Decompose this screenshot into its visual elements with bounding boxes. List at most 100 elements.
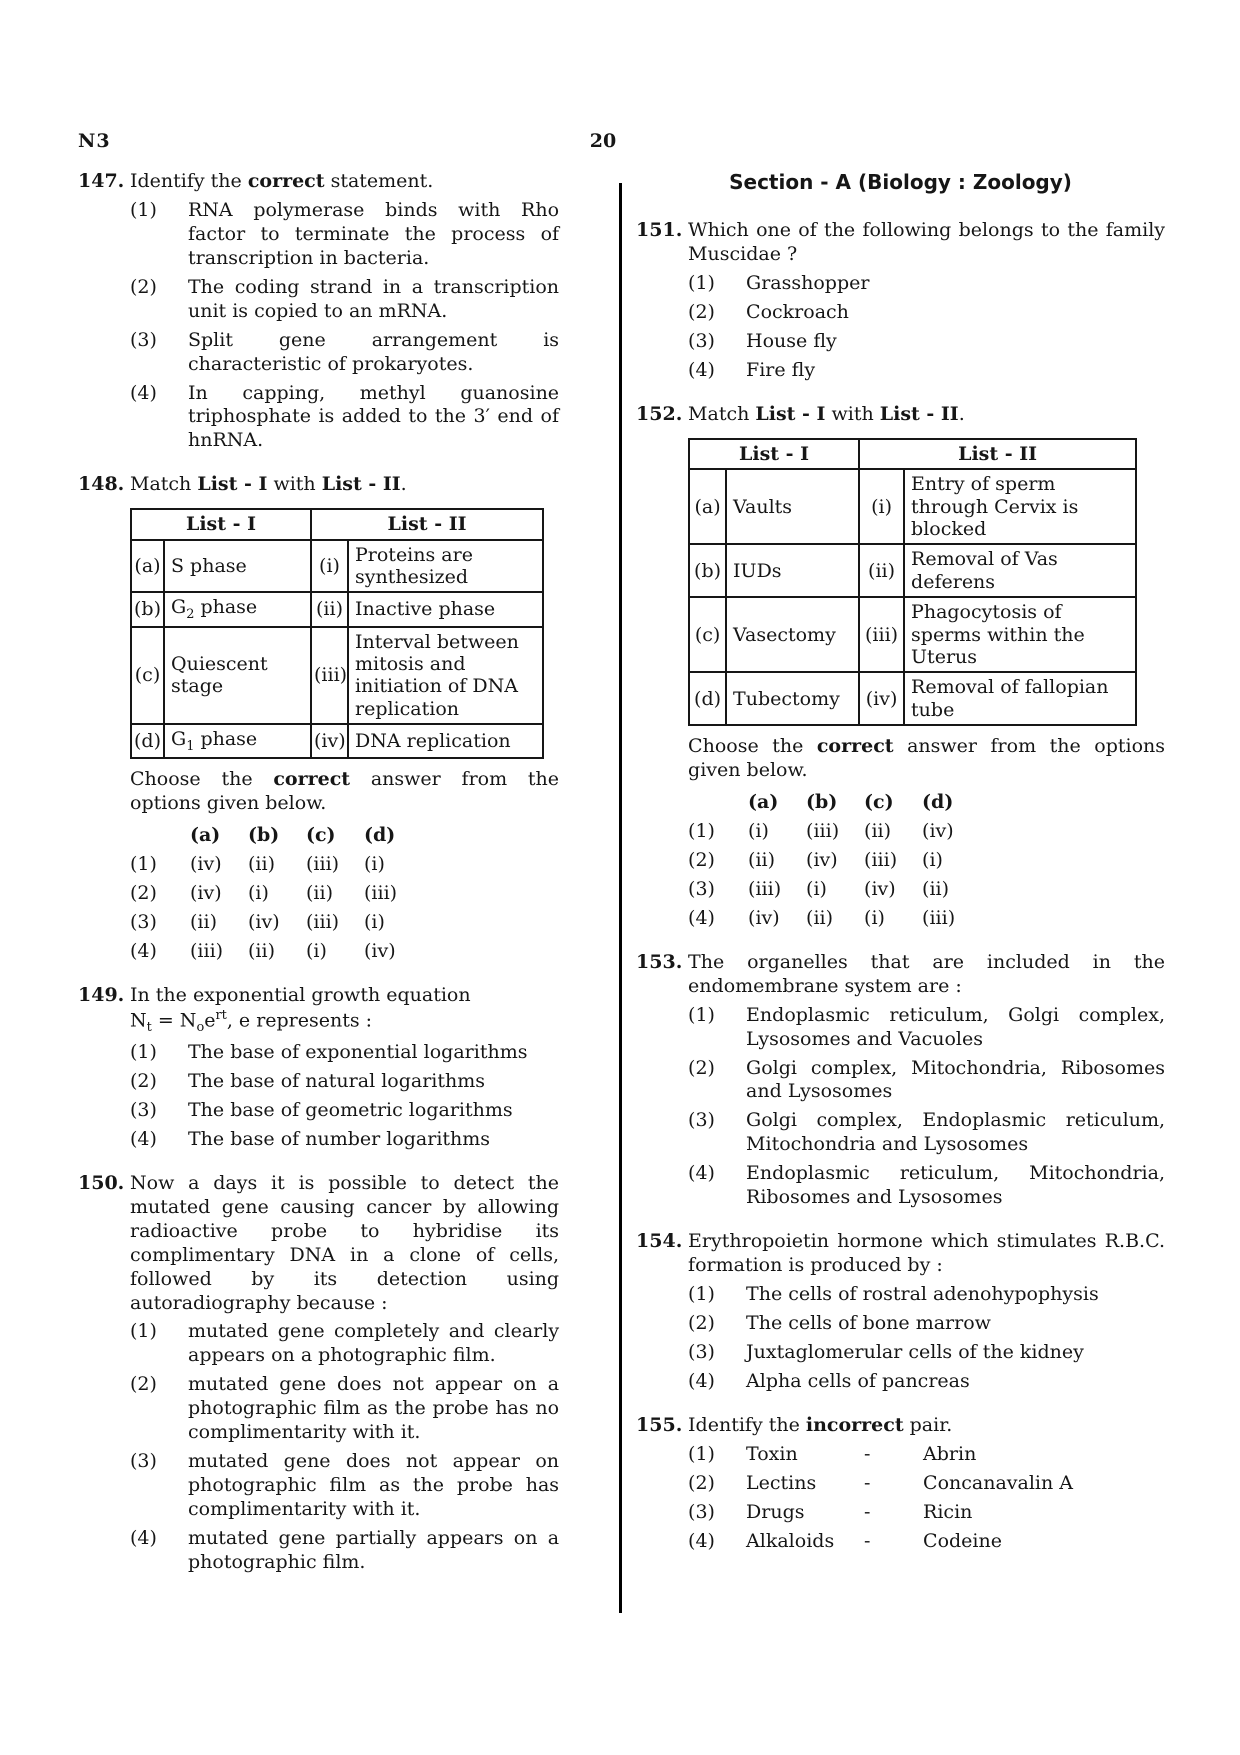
option-text: Grasshopper xyxy=(746,272,1165,296)
matrix-col-header: (d) xyxy=(364,824,396,847)
matrix-cell: (ii) xyxy=(748,848,776,871)
matrix-cell: (ii) xyxy=(190,910,217,933)
option-text: Juxtaglomerular cells of the kidney xyxy=(746,1341,1165,1365)
question-body: Identify the incorrect pair. (1) Toxin - Abr… xyxy=(688,1414,1165,1554)
question-151: 151. Which one of the following belongs t… xyxy=(636,219,1165,383)
option-text: Alkaloids - Codeine xyxy=(746,1530,1165,1554)
list-i-cell: Tubectomy xyxy=(725,671,861,727)
option-label: (4) xyxy=(688,1369,715,1392)
option-153-4: (4) Endoplasmic reticulum, Mitochondria, … xyxy=(688,1162,1165,1210)
matrix-cell: (ii) xyxy=(922,877,950,900)
text: phase xyxy=(194,596,258,619)
option-text: The base of exponential logarithms xyxy=(188,1041,559,1065)
pair-right: Codeine xyxy=(923,1529,1002,1552)
matrix-cell: (iii) xyxy=(806,820,840,843)
text: Which one of the following belongs to th… xyxy=(688,219,1165,266)
text: Vaults xyxy=(733,495,793,518)
bold-text: List - II xyxy=(879,402,959,425)
text: Inactive phase xyxy=(355,598,496,621)
text: Split gene arrangement is characteristic… xyxy=(188,328,560,375)
text: List - II xyxy=(387,513,467,536)
list-ii-cell: Proteins are synthesized xyxy=(346,538,545,594)
matrix-corner xyxy=(130,824,190,848)
option-text: Cockroach xyxy=(746,301,1165,325)
row-label-left: (d) xyxy=(688,671,728,727)
question-body: Identify the correct statement. (1) RNA po… xyxy=(130,170,559,453)
question-stem: The organelles that are included in the … xyxy=(688,951,1165,999)
text: G xyxy=(171,728,187,751)
page-code: N3 xyxy=(78,130,111,152)
section-title: Section - A (Biology : Zoology) xyxy=(729,170,1072,194)
option-label: (4) xyxy=(688,358,715,381)
text: Quiescent stage xyxy=(171,652,268,698)
text: Proteins are synthesized xyxy=(355,543,473,589)
option-155-1: (1) Toxin - Abrin xyxy=(688,1443,1165,1467)
option-151-3: (3) House fly xyxy=(688,330,1165,354)
text: 1 xyxy=(186,738,195,754)
text: Choose the xyxy=(688,735,817,758)
matrix-cell: (iii) xyxy=(306,910,340,933)
text: The base of natural logarithms xyxy=(188,1070,485,1092)
list-ii-cell: Phagocytosis of sperms within the Uterus xyxy=(903,596,1138,674)
matrix-row-label: (1) xyxy=(130,852,157,875)
matrix-cell: (ii) xyxy=(248,939,275,962)
text: Vasectomy xyxy=(733,623,836,646)
text: G xyxy=(171,596,187,619)
row-label-left: (a) xyxy=(130,538,165,594)
row-label-left: (a) xyxy=(688,468,728,546)
matrix-col-header: (a) xyxy=(190,824,221,847)
question-body: Which one of the following belongs to th… xyxy=(688,219,1165,383)
pair-right: Ricin xyxy=(923,1500,973,1523)
list-ii-cell: Inactive phase xyxy=(346,591,545,628)
bold-text: incorrect xyxy=(805,1413,904,1436)
question-147: 147. Identify the correct statement. (1) RN… xyxy=(78,170,559,453)
matrix-cell: (iii) xyxy=(922,906,956,929)
text: e xyxy=(204,1008,216,1031)
table-row: (c) Vasectomy (iii) Phagocytosis of sperms … xyxy=(688,596,1138,674)
option-text: The cells of bone marrow xyxy=(746,1312,1165,1336)
list-ii-header: List - II xyxy=(858,437,1138,471)
option-151-1: (1) Grasshopper xyxy=(688,272,1165,296)
text: The coding strand in a transcription uni… xyxy=(188,275,560,322)
text: The base of number logarithms xyxy=(188,1127,491,1150)
text: answer from the options given below. xyxy=(688,735,1165,782)
list-i-cell: Quiescent stage xyxy=(163,625,312,726)
option-text: The base of number logarithms xyxy=(188,1128,559,1152)
matrix-row-label: (3) xyxy=(688,877,715,900)
option-text: Drugs - Ricin xyxy=(746,1501,1165,1525)
question-number: 150. xyxy=(78,1171,125,1194)
row-label-left: (d) xyxy=(130,723,165,760)
text: In capping, methyl guanosine triphosphat… xyxy=(188,381,560,452)
question-number: 152. xyxy=(636,402,683,425)
question-body: Match List - I with List - II. List - I Li… xyxy=(688,403,1165,931)
matrix-row-label: (3) xyxy=(130,910,157,933)
option-155-2: (2) Lectins - Concanavalin A xyxy=(688,1472,1165,1496)
text: , e represents : xyxy=(226,1008,373,1031)
option-151-4: (4) Fire fly xyxy=(688,359,1165,383)
pair-dash: - xyxy=(864,1442,871,1465)
bold-text: correct xyxy=(247,170,325,192)
option-149-2: (2) The base of natural logarithms xyxy=(130,1070,559,1094)
question-stem: Nt = Noert, e represents : xyxy=(130,1008,559,1036)
text: with xyxy=(267,473,322,496)
column-divider xyxy=(619,183,622,1613)
right-column: Section - A (Biology : Zoology) 151. Whic… xyxy=(636,170,1165,1553)
matrix-cell: (i) xyxy=(864,906,885,929)
question-150: 150. Now a days it is possible to detect … xyxy=(78,1172,559,1575)
table-row: (b) G2 phase (ii) Inactive phase xyxy=(130,591,545,628)
option-label: (4) xyxy=(130,1127,157,1150)
matrix-cell: (iii) xyxy=(748,877,782,900)
option-150-4: (4) mutated gene partially appears on a p… xyxy=(130,1527,559,1575)
list-i-cell: Vaults xyxy=(725,468,861,546)
option-label: (4) xyxy=(130,381,157,404)
option-text: mutated gene does not appear on photogra… xyxy=(188,1450,559,1522)
option-label: (1) xyxy=(688,1003,715,1026)
matrix-row-label: (4) xyxy=(688,906,715,929)
question-152: 152. Match List - I with List - II. List -… xyxy=(636,403,1165,931)
options-matrix: (a) (b) (c) (d) (1) (iv) (ii) (iii) (i) (2) (iv) (i… xyxy=(130,824,559,964)
row-label-right: (iii) xyxy=(858,596,906,674)
matrix-col-header: (c) xyxy=(306,824,336,847)
question-number: 153. xyxy=(636,950,683,973)
text: Grasshopper xyxy=(746,272,870,295)
option-154-2: (2) The cells of bone marrow xyxy=(688,1312,1165,1336)
